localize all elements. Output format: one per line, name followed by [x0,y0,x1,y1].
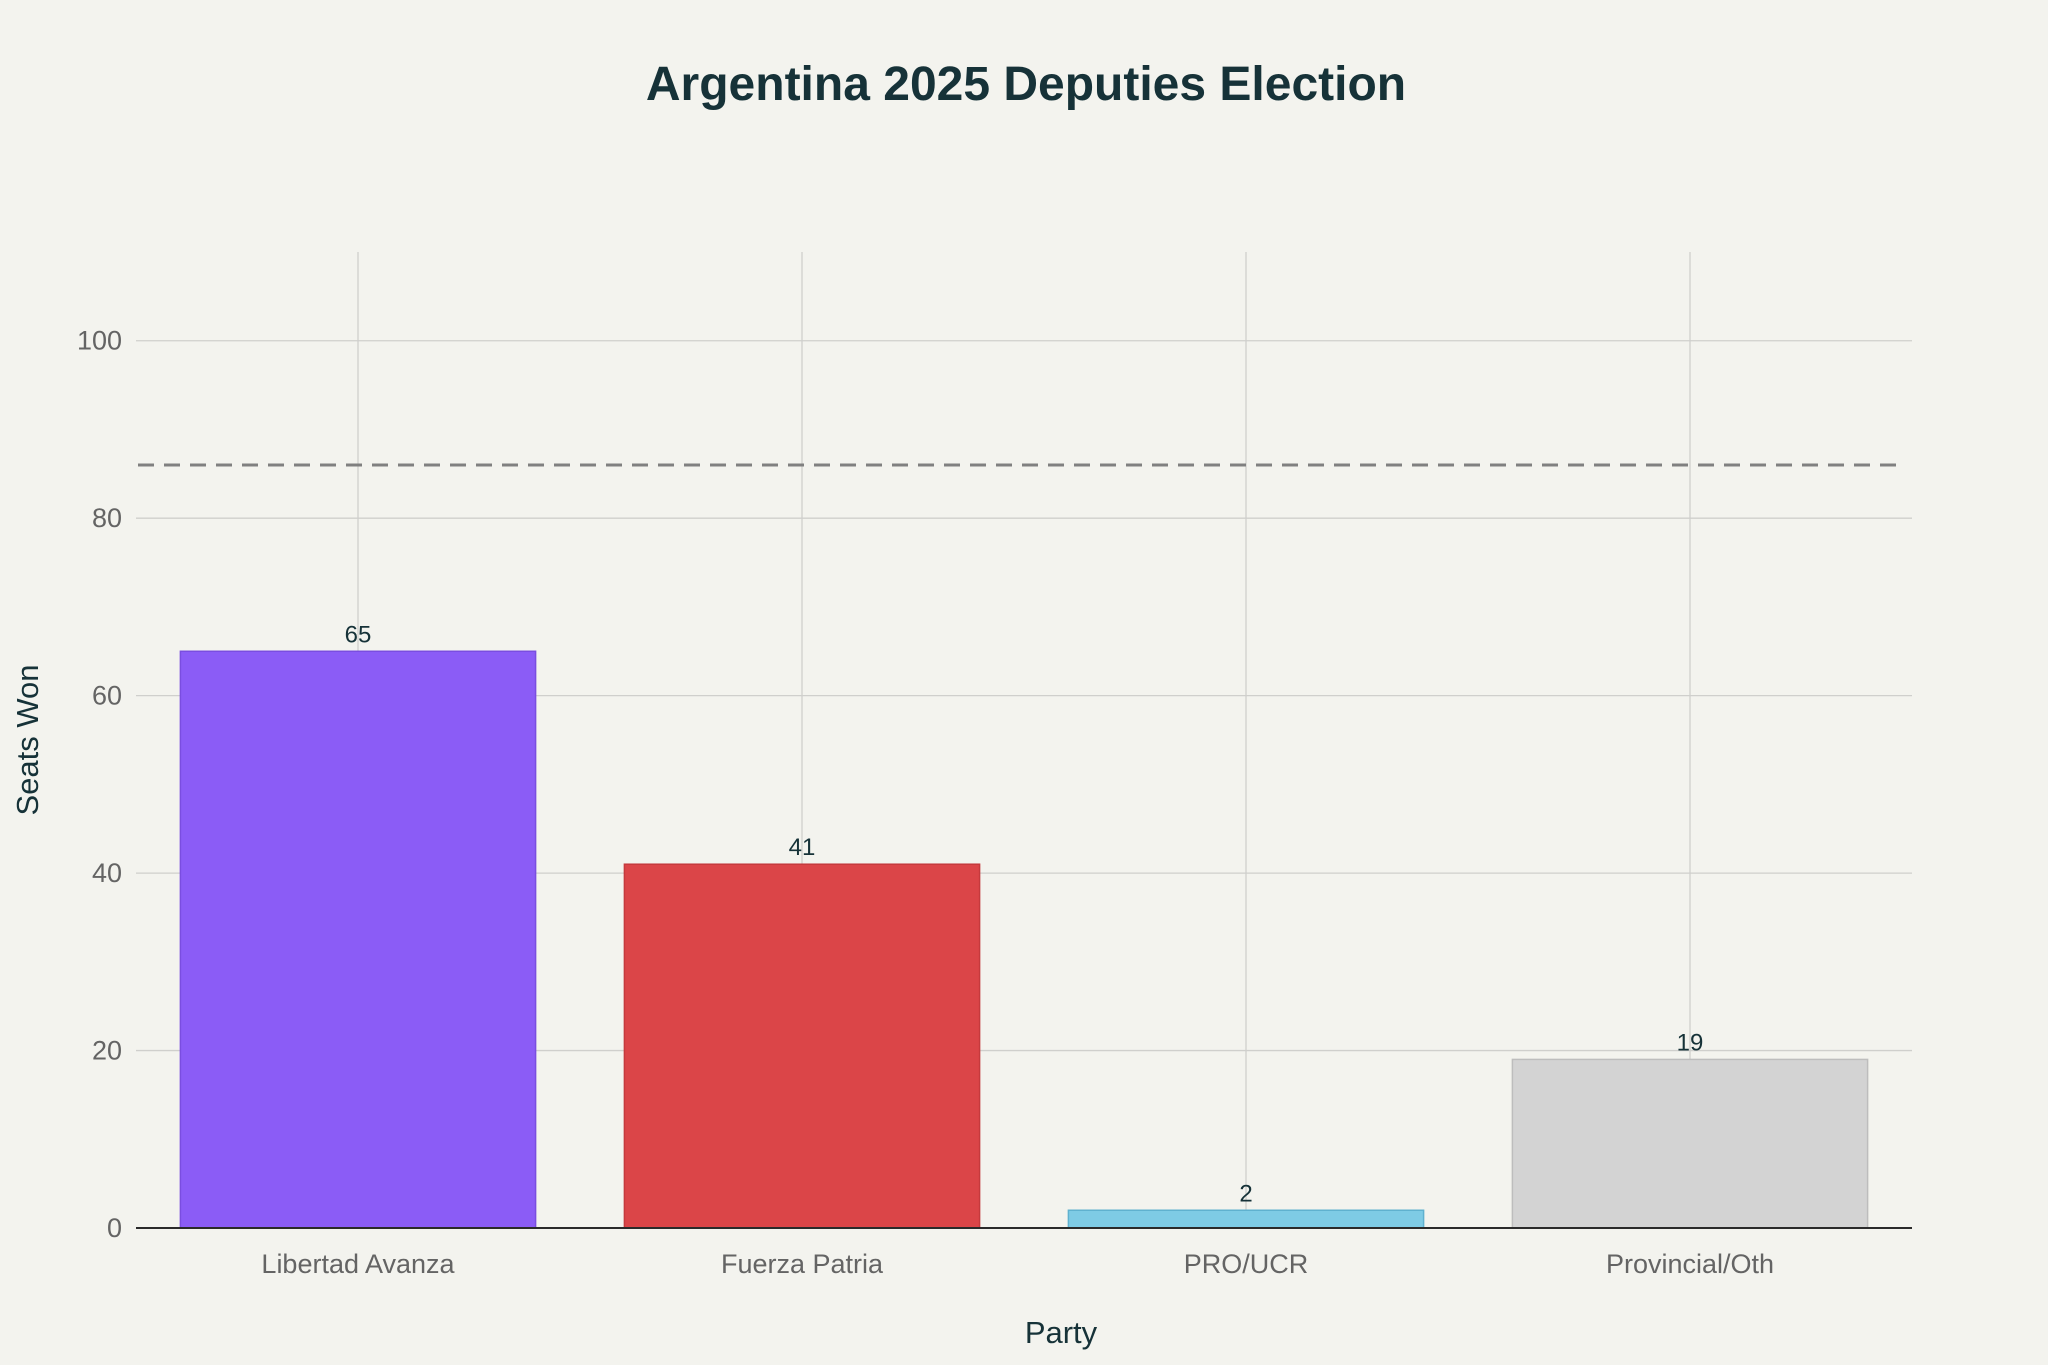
axes: 0 20 40 60 80 100 Libertad Avanza Fuerza Patria… [77,326,1912,1279]
bar-value-label: 2 [1239,1180,1252,1207]
y-tick-label: 40 [92,858,122,888]
bar-value-label: 65 [345,621,372,648]
bar-value-label: 41 [789,834,816,861]
bar-fuerza-patria [623,863,981,1229]
x-tick-label: Fuerza Patria [721,1249,884,1279]
bar-provincial-oth [1511,1058,1869,1229]
y-tick-label: 100 [77,326,122,356]
bars [179,650,1869,1229]
x-tick-label: Provincial/Oth [1606,1249,1774,1279]
x-tick-label: PRO/UCR [1184,1249,1309,1279]
y-tick-label: 80 [92,503,122,533]
bar-pro-ucr [1067,1209,1425,1229]
x-axis-title: Party [1025,1315,1098,1350]
bar-libertad-avanza [179,650,537,1229]
bar-value-label: 19 [1677,1029,1704,1056]
data-labels: 65 41 2 19 [345,621,1704,1207]
y-tick-label: 20 [92,1036,122,1066]
y-tick-label: 0 [107,1213,122,1243]
y-tick-label: 60 [92,681,122,711]
chart-title: Argentina 2025 Deputies Election [646,58,1406,111]
y-axis-title: Seats Won [10,664,45,815]
x-tick-label: Libertad Avanza [261,1249,455,1279]
